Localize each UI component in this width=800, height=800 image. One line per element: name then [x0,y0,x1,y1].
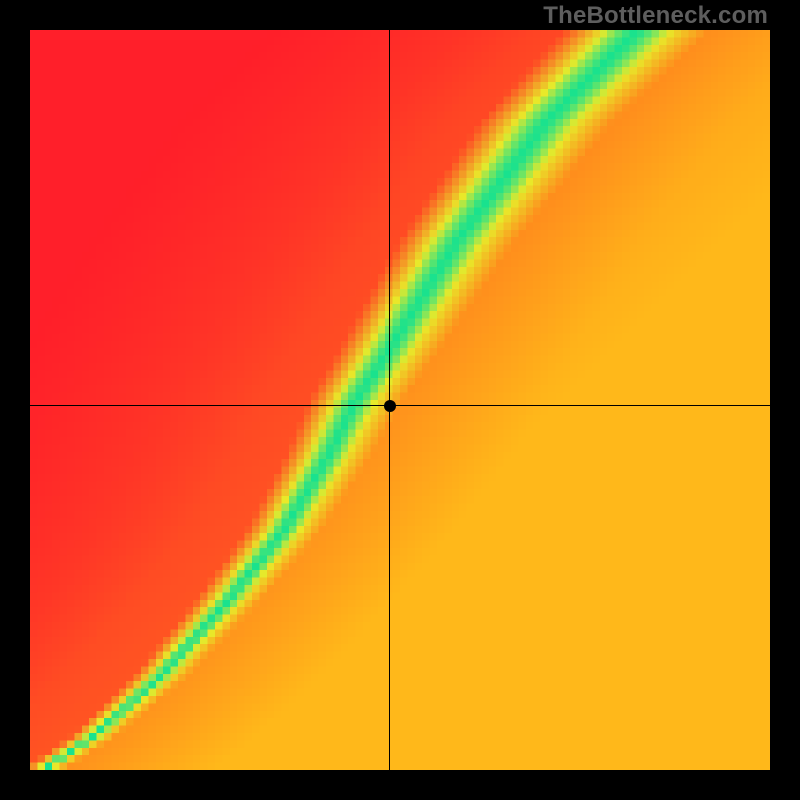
crosshair-horizontal [30,405,770,406]
watermark-text: TheBottleneck.com [543,2,768,30]
heatmap-plot [30,30,770,770]
heatmap-canvas [30,30,770,770]
chart-root: TheBottleneck.com [0,0,800,800]
marker-dot [384,400,396,412]
